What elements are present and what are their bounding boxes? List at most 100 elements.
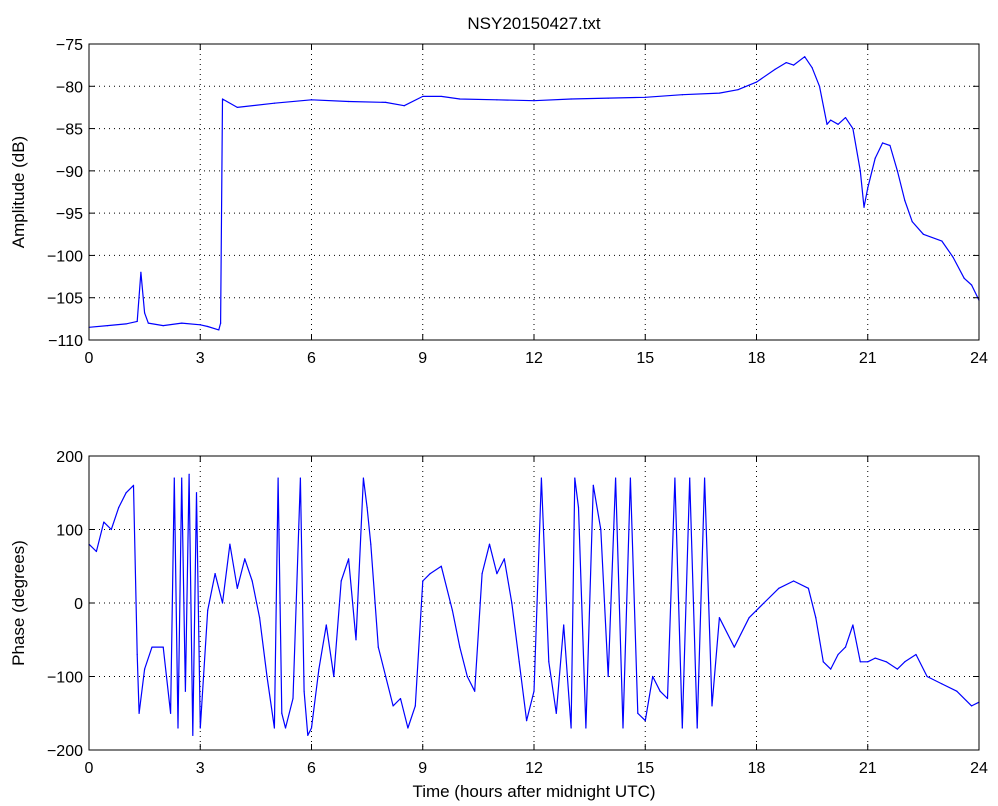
phase-data-point — [385, 675, 387, 678]
phase-data-point — [366, 506, 368, 509]
phase-data-point — [333, 675, 335, 678]
phase-data-point — [188, 473, 190, 475]
amplitude-data-point — [811, 67, 813, 69]
phase-data-point — [970, 705, 973, 707]
amplitude-data-point — [852, 127, 854, 130]
phase-data-point — [422, 580, 424, 582]
phase-data-point — [177, 727, 179, 729]
amplitude-data-point — [199, 324, 201, 326]
phase-data-point — [414, 705, 416, 707]
phase-data-point — [407, 727, 409, 729]
amplitude-data-point — [385, 101, 387, 103]
phase-x-tick-label: 0 — [85, 760, 94, 777]
amplitude-y-tick-label: −105 — [47, 291, 83, 308]
phase-data-point — [392, 705, 394, 707]
phase-data-point — [574, 477, 576, 479]
amplitude-data-point — [804, 56, 806, 58]
phase-data-point — [466, 675, 468, 678]
phase-data-point — [896, 668, 899, 670]
phase-data-point — [459, 646, 461, 648]
phase-data-point — [281, 712, 283, 714]
phase-data-point — [144, 668, 146, 670]
phase-x-tick-label: 6 — [307, 760, 316, 777]
phase-data-point — [325, 624, 327, 626]
phase-data-point — [904, 661, 906, 663]
phase-data-point — [652, 675, 654, 678]
amplitude-data-point — [106, 325, 109, 327]
phase-data-point — [370, 543, 372, 545]
phase-data-point — [807, 587, 810, 589]
phase-data-point — [696, 727, 698, 729]
phase-data-point — [956, 690, 958, 692]
amplitude-data-point — [144, 312, 146, 314]
phase-data-point — [629, 477, 632, 479]
phase-data-point — [867, 661, 869, 663]
phase-data-point — [199, 727, 201, 729]
phase-data-point — [511, 602, 513, 604]
amplitude-data-point — [162, 325, 164, 327]
amplitude-data-point — [207, 325, 209, 328]
amplitude-series-line — [88, 56, 980, 331]
amplitude-data-point — [952, 256, 954, 258]
phase-data-point — [347, 558, 350, 560]
phase-axis-label: Phase (degrees) — [9, 540, 28, 666]
phase-data-point — [451, 609, 454, 611]
phase-data-point — [570, 727, 572, 729]
phase-data-point — [151, 646, 153, 648]
phase-data-point — [429, 573, 431, 575]
amplitude-data-point — [792, 64, 795, 66]
amplitude-data-point — [818, 85, 821, 87]
phase-data-point — [207, 609, 209, 611]
phase-data-point — [763, 602, 765, 604]
phase-data-point — [195, 492, 198, 494]
amplitude-y-tick-label: −85 — [56, 122, 83, 139]
amplitude-data-point — [755, 81, 758, 83]
phase-data-point — [548, 661, 550, 663]
amplitude-data-point — [837, 123, 839, 125]
amplitude-data-point — [896, 170, 899, 172]
phase-x-tick-label: 12 — [525, 760, 543, 777]
amplitude-data-point — [440, 95, 442, 98]
phase-data-point — [614, 477, 617, 479]
phase-data-point — [307, 734, 309, 736]
amplitude-data-point — [718, 92, 721, 94]
phase-data-point — [284, 727, 287, 729]
phase-data-point — [518, 661, 520, 663]
amplitude-data-point — [422, 95, 424, 98]
phase-data-point — [733, 646, 735, 648]
phase-data-point — [488, 543, 491, 545]
phase-data-point — [822, 661, 824, 663]
chart-title: NSY20150427.txt — [467, 14, 601, 33]
amplitude-data-point — [963, 277, 965, 279]
phase-data-point — [181, 477, 183, 479]
amplitude-data-point — [874, 157, 876, 159]
phase-data-point — [125, 492, 127, 494]
phase-data-point — [941, 683, 943, 685]
amplitude-data-point — [221, 98, 224, 100]
phase-data-point — [681, 727, 683, 729]
phase-data-point — [915, 653, 917, 656]
phase-data-point — [377, 646, 379, 648]
phase-data-point — [525, 720, 528, 722]
amplitude-data-point — [970, 284, 973, 286]
amplitude-data-point — [863, 206, 865, 208]
phase-data-point — [273, 727, 276, 729]
phase-x-tick-label: 18 — [748, 760, 766, 777]
phase-data-point — [299, 477, 301, 479]
phase-data-point — [355, 639, 357, 641]
phase-data-point — [622, 727, 624, 729]
amplitude-x-tick-label: 12 — [525, 350, 543, 367]
phase-data-point — [637, 712, 639, 714]
amplitude-data-point — [911, 221, 913, 223]
amplitude-y-tick-label: −100 — [47, 248, 83, 265]
phase-data-point — [644, 720, 646, 722]
amplitude-x-tick-label: 9 — [418, 350, 427, 367]
amplitude-data-point — [826, 123, 828, 125]
amplitude-data-point — [774, 68, 776, 70]
phase-data-point — [837, 653, 839, 656]
phase-data-point — [703, 477, 706, 479]
amplitude-data-point — [607, 97, 609, 99]
phase-data-point — [792, 580, 795, 582]
amplitude-x-tick-label: 15 — [636, 350, 654, 367]
phase-x-tick-label: 21 — [859, 760, 877, 777]
